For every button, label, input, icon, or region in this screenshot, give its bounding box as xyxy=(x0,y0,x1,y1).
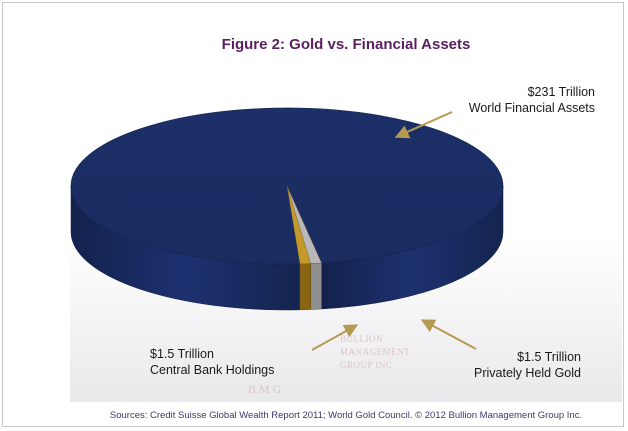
leader-central-bank xyxy=(311,324,359,351)
pie-side-private-gold xyxy=(310,262,322,310)
watermark-text: BULLION MANAGEMENT GROUP INC. xyxy=(340,334,410,370)
label-private-amount: $1.5 Trillion xyxy=(517,350,581,364)
label-financial-amount: $231 Trillion xyxy=(527,85,595,99)
label-financial-name: World Financial Assets xyxy=(468,101,595,115)
pie-side-central-bank xyxy=(299,263,312,311)
sources-note: Sources: Credit Suisse Global Wealth Rep… xyxy=(109,410,583,421)
label-central-amount: $1.5 Trillion xyxy=(150,347,214,361)
label-privately-held-gold: $1.5 Trillion Privately Held Gold xyxy=(440,349,581,381)
label-central-name: Central Bank Holdings xyxy=(150,363,275,377)
watermark-logo: BMG xyxy=(248,382,285,396)
pie-slice-privately-held-gold xyxy=(286,185,322,264)
leader-financial-assets xyxy=(394,111,453,139)
label-world-financial-assets: $231 Trillion World Financial Assets xyxy=(430,84,595,116)
label-central-bank-holdings: $1.5 Trillion Central Bank Holdings xyxy=(150,346,315,378)
label-private-name: Privately Held Gold xyxy=(474,366,581,380)
leader-private-gold xyxy=(420,319,477,350)
chart-title: Figure 2: Gold vs. Financial Assets xyxy=(221,36,471,53)
